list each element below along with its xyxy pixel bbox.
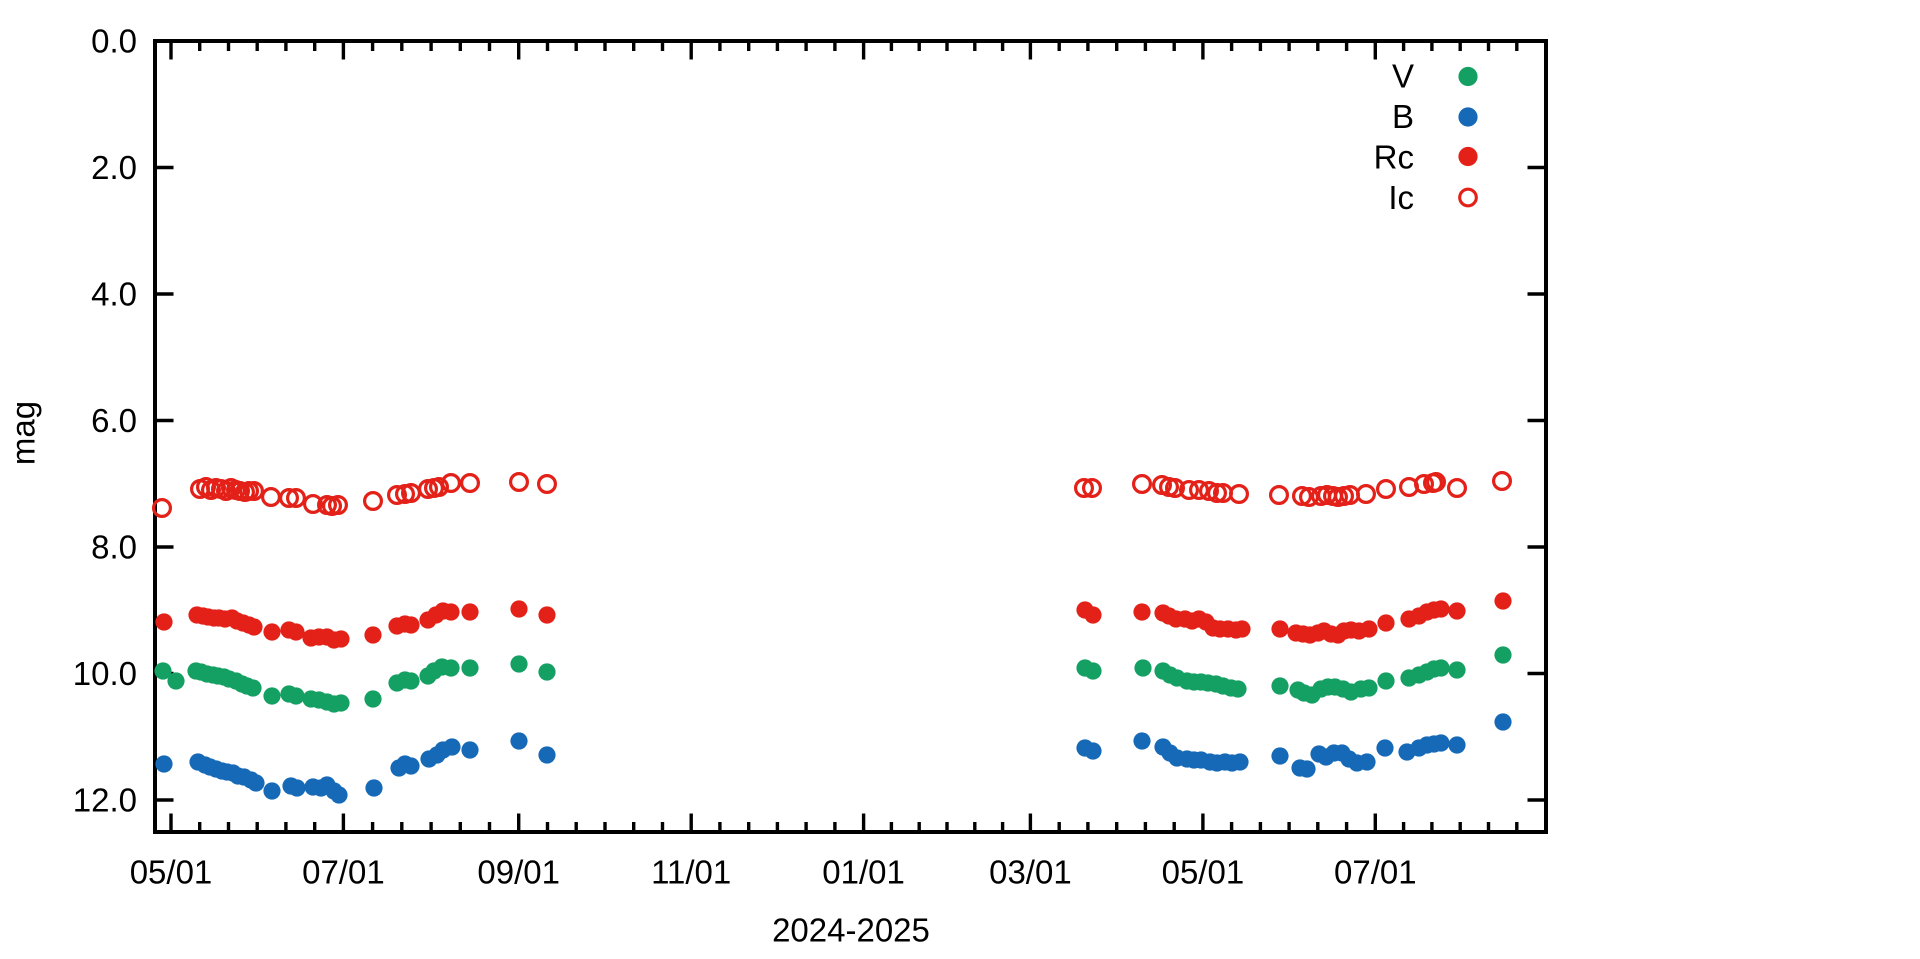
svg-text:09/01: 09/01	[477, 854, 560, 891]
svg-text:10.0: 10.0	[73, 655, 137, 692]
svg-text:Ic: Ic	[1388, 179, 1414, 216]
svg-text:07/01: 07/01	[1334, 854, 1417, 891]
svg-text:6.0: 6.0	[91, 402, 137, 439]
svg-text:07/01: 07/01	[302, 854, 385, 891]
svg-text:B: B	[1392, 98, 1414, 135]
svg-text:4.0: 4.0	[91, 276, 137, 313]
svg-text:Rc: Rc	[1374, 139, 1414, 176]
svg-text:05/01: 05/01	[130, 854, 213, 891]
svg-text:03/01: 03/01	[989, 854, 1072, 891]
svg-text:05/01: 05/01	[1162, 854, 1245, 891]
svg-text:V: V	[1392, 58, 1414, 95]
svg-text:11/01: 11/01	[651, 854, 731, 891]
svg-text:12.0: 12.0	[73, 782, 137, 819]
svg-text:01/01: 01/01	[822, 854, 905, 891]
svg-text:2024-2025: 2024-2025	[772, 912, 930, 949]
svg-text:mag: mag	[5, 401, 42, 465]
svg-text:8.0: 8.0	[91, 529, 137, 566]
svg-text:0.0: 0.0	[91, 23, 137, 60]
svg-text:2.0: 2.0	[91, 149, 137, 186]
